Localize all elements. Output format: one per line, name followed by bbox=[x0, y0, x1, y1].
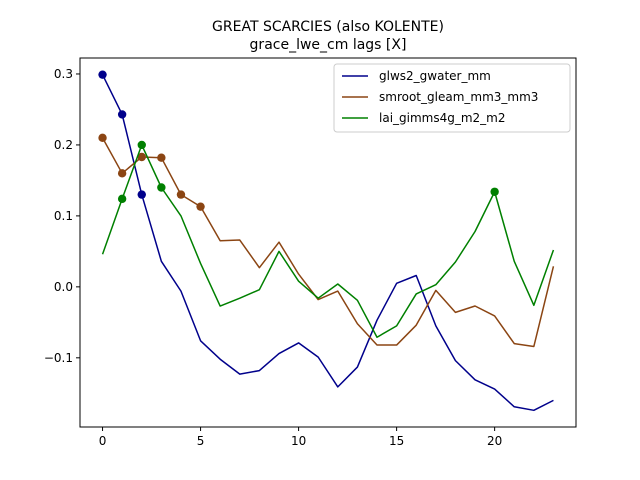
x-tick-label: 20 bbox=[487, 434, 502, 448]
legend-label: lai_gimms4g_m2_m2 bbox=[379, 111, 506, 125]
data-point-lai_gimms4g_m2_m2 bbox=[490, 187, 499, 196]
x-tick-label: 5 bbox=[197, 434, 205, 448]
data-point-lai_gimms4g_m2_m2 bbox=[157, 183, 166, 192]
series-line-lai_gimms4g_m2_m2 bbox=[101, 144, 555, 338]
chart-subtitle: grace_lwe_cm lags [X] bbox=[250, 37, 407, 53]
y-tick-label: 0.2 bbox=[54, 138, 73, 152]
data-point-smroot_gleam_mm3_mm3 bbox=[117, 169, 127, 178]
data-point-smroot_gleam_mm3_mm3 bbox=[98, 133, 107, 143]
plot-area bbox=[98, 70, 555, 412]
x-tick-label: 10 bbox=[291, 434, 306, 448]
data-point-glws2_gwater_mm bbox=[137, 190, 146, 199]
data-point-smroot_gleam_mm3_mm3 bbox=[196, 202, 205, 211]
series-line-glws2_gwater_mm bbox=[101, 74, 554, 412]
data-point-lai_gimms4g_m2_m2 bbox=[117, 194, 127, 204]
legend-label: glws2_gwater_mm bbox=[379, 69, 491, 83]
x-tick-label: 15 bbox=[389, 434, 404, 448]
data-point-lai_gimms4g_m2_m2 bbox=[137, 140, 146, 150]
legend-frame bbox=[333, 63, 571, 133]
data-point-glws2_gwater_mm bbox=[98, 70, 107, 79]
data-point-smroot_gleam_mm3_mm3 bbox=[137, 152, 146, 162]
data-point-smroot_gleam_mm3_mm3 bbox=[157, 153, 166, 162]
legend-label: smroot_gleam_mm3_mm3 bbox=[379, 90, 538, 104]
y-tick-label: 0.3 bbox=[54, 67, 73, 81]
chart-title: GREAT SCARCIES (also KOLENTE) bbox=[212, 19, 444, 35]
series-line-smroot_gleam_mm3_mm3 bbox=[101, 137, 555, 348]
x-tick-label: 0 bbox=[99, 434, 107, 448]
data-point-glws2_gwater_mm bbox=[117, 110, 127, 119]
y-tick-label: 0.0 bbox=[54, 280, 73, 294]
data-point-smroot_gleam_mm3_mm3 bbox=[176, 190, 186, 199]
y-tick-label: −0.1 bbox=[44, 351, 73, 365]
y-tick-label: 0.1 bbox=[54, 209, 73, 223]
legend: glws2_gwater_mm smroot_gleam_mm3_mm3 lai_g… bbox=[333, 63, 571, 133]
axes-frame bbox=[79, 57, 577, 428]
